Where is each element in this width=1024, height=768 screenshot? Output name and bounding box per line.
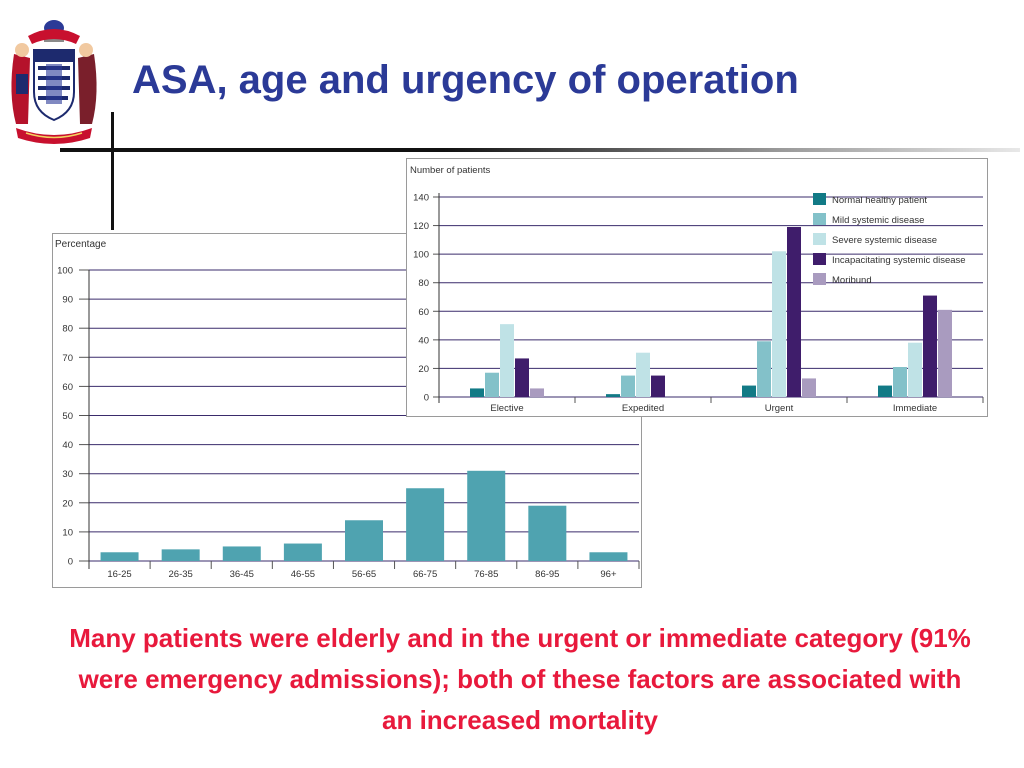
asa-bar-incapacitating-systemic-disease	[515, 358, 529, 397]
slide-title: ASA, age and urgency of operation	[132, 58, 799, 102]
asa-legend-label: Normal healthy patient	[832, 195, 927, 206]
asa-legend-swatch	[813, 273, 826, 285]
age-ytick-label: 0	[68, 557, 73, 568]
age-ytick-label: 30	[62, 469, 73, 480]
asa-bar-mild-systemic-disease	[757, 341, 771, 397]
asa-xtick-label: Immediate	[893, 403, 937, 414]
asa-ytick-label: 120	[413, 221, 429, 232]
asa-xtick-label: Elective	[490, 403, 523, 414]
asa-bar-severe-systemic-disease	[500, 324, 514, 397]
asa-ytick-label: 140	[413, 193, 429, 204]
age-xtick-label: 66-75	[413, 569, 437, 580]
asa-ytick-label: 40	[418, 335, 429, 346]
age-xtick-label: 96+	[600, 569, 617, 580]
asa-ytick-label: 80	[418, 278, 429, 289]
asa-bar-severe-systemic-disease	[908, 342, 922, 397]
asa-urgency-chart: Number of patients 0 20 40 60 80 100 120 140 Elec…	[406, 158, 988, 417]
age-bar	[222, 546, 261, 561]
asa-chart-ylabel: Number of patients	[410, 165, 491, 176]
age-xtick-label: 46-55	[291, 569, 315, 580]
asa-ytick-label: 60	[418, 307, 429, 318]
age-bar	[528, 505, 567, 561]
asa-legend-swatch	[813, 193, 826, 205]
asa-chart-svg: Number of patients 0 20 40 60 80 100 120 140 Elec…	[410, 165, 984, 414]
asa-bar-mild-systemic-disease	[621, 375, 635, 397]
asa-xtick-label: Expedited	[622, 403, 664, 414]
asa-legend-label: Incapacitating systemic disease	[832, 255, 966, 266]
asa-bar-normal-healthy-patient	[878, 385, 892, 397]
age-ytick-label: 80	[62, 324, 73, 335]
caption: Many patients were elderly and in the ur…	[69, 623, 971, 735]
age-xtick-label: 16-25	[107, 569, 131, 580]
age-xtick-label: 26-35	[169, 569, 193, 580]
age-ytick-label: 10	[62, 527, 73, 538]
asa-ytick-label: 0	[424, 393, 429, 404]
asa-bar-severe-systemic-disease	[636, 352, 650, 397]
asa-legend-swatch	[813, 213, 826, 225]
age-ytick-label: 20	[62, 498, 73, 509]
age-ytick-label: 60	[62, 382, 73, 393]
asa-bar-severe-systemic-disease	[772, 251, 786, 397]
age-ytick-label: 70	[62, 353, 73, 364]
age-ytick-label: 90	[62, 295, 73, 306]
age-bar	[161, 549, 200, 561]
age-xtick-label: 76-85	[474, 569, 498, 580]
asa-bar-incapacitating-systemic-disease	[787, 227, 801, 397]
age-bar	[406, 488, 445, 561]
asa-bar-moribund	[530, 388, 544, 397]
asa-bar-mild-systemic-disease	[893, 367, 907, 397]
asa-bar-normal-healthy-patient	[606, 394, 620, 397]
age-chart-svg: Percentage 0 10 20 30 40 50 60 70 80 90 100 16-25 26-…	[55, 239, 640, 580]
asa-ytick-label: 20	[418, 364, 429, 375]
age-bar	[283, 543, 322, 561]
asa-bar-incapacitating-systemic-disease	[923, 295, 937, 397]
asa-bar-normal-healthy-patient	[470, 388, 484, 397]
coat-of-arms-logo	[11, 20, 97, 144]
age-ytick-label: 40	[62, 440, 73, 451]
age-bar	[100, 552, 139, 561]
asa-legend-label: Mild systemic disease	[832, 215, 924, 226]
age-bar	[467, 470, 506, 561]
asa-bar-mild-systemic-disease	[485, 372, 499, 397]
asa-legend-swatch	[813, 233, 826, 245]
title-underline	[60, 148, 1020, 152]
age-xtick-label: 56-65	[352, 569, 376, 580]
age-xtick-label: 36-45	[230, 569, 254, 580]
age-bar	[589, 552, 628, 561]
asa-legend-label: Moribund	[832, 275, 872, 286]
asa-bar-moribund	[802, 378, 816, 397]
age-ytick-label: 50	[62, 411, 73, 422]
age-chart-ylabel: Percentage	[55, 239, 107, 250]
asa-legend-label: Severe systemic disease	[832, 235, 937, 246]
vertical-divider	[111, 112, 114, 230]
age-bar	[345, 520, 383, 561]
age-ytick-label: 100	[57, 266, 73, 277]
asa-bar-normal-healthy-patient	[742, 385, 756, 397]
asa-ytick-label: 100	[413, 250, 429, 261]
asa-xtick-label: Urgent	[765, 403, 794, 414]
asa-legend-swatch	[813, 253, 826, 265]
asa-bar-moribund	[938, 309, 952, 397]
asa-bar-incapacitating-systemic-disease	[651, 375, 665, 397]
age-xtick-label: 86-95	[535, 569, 559, 580]
